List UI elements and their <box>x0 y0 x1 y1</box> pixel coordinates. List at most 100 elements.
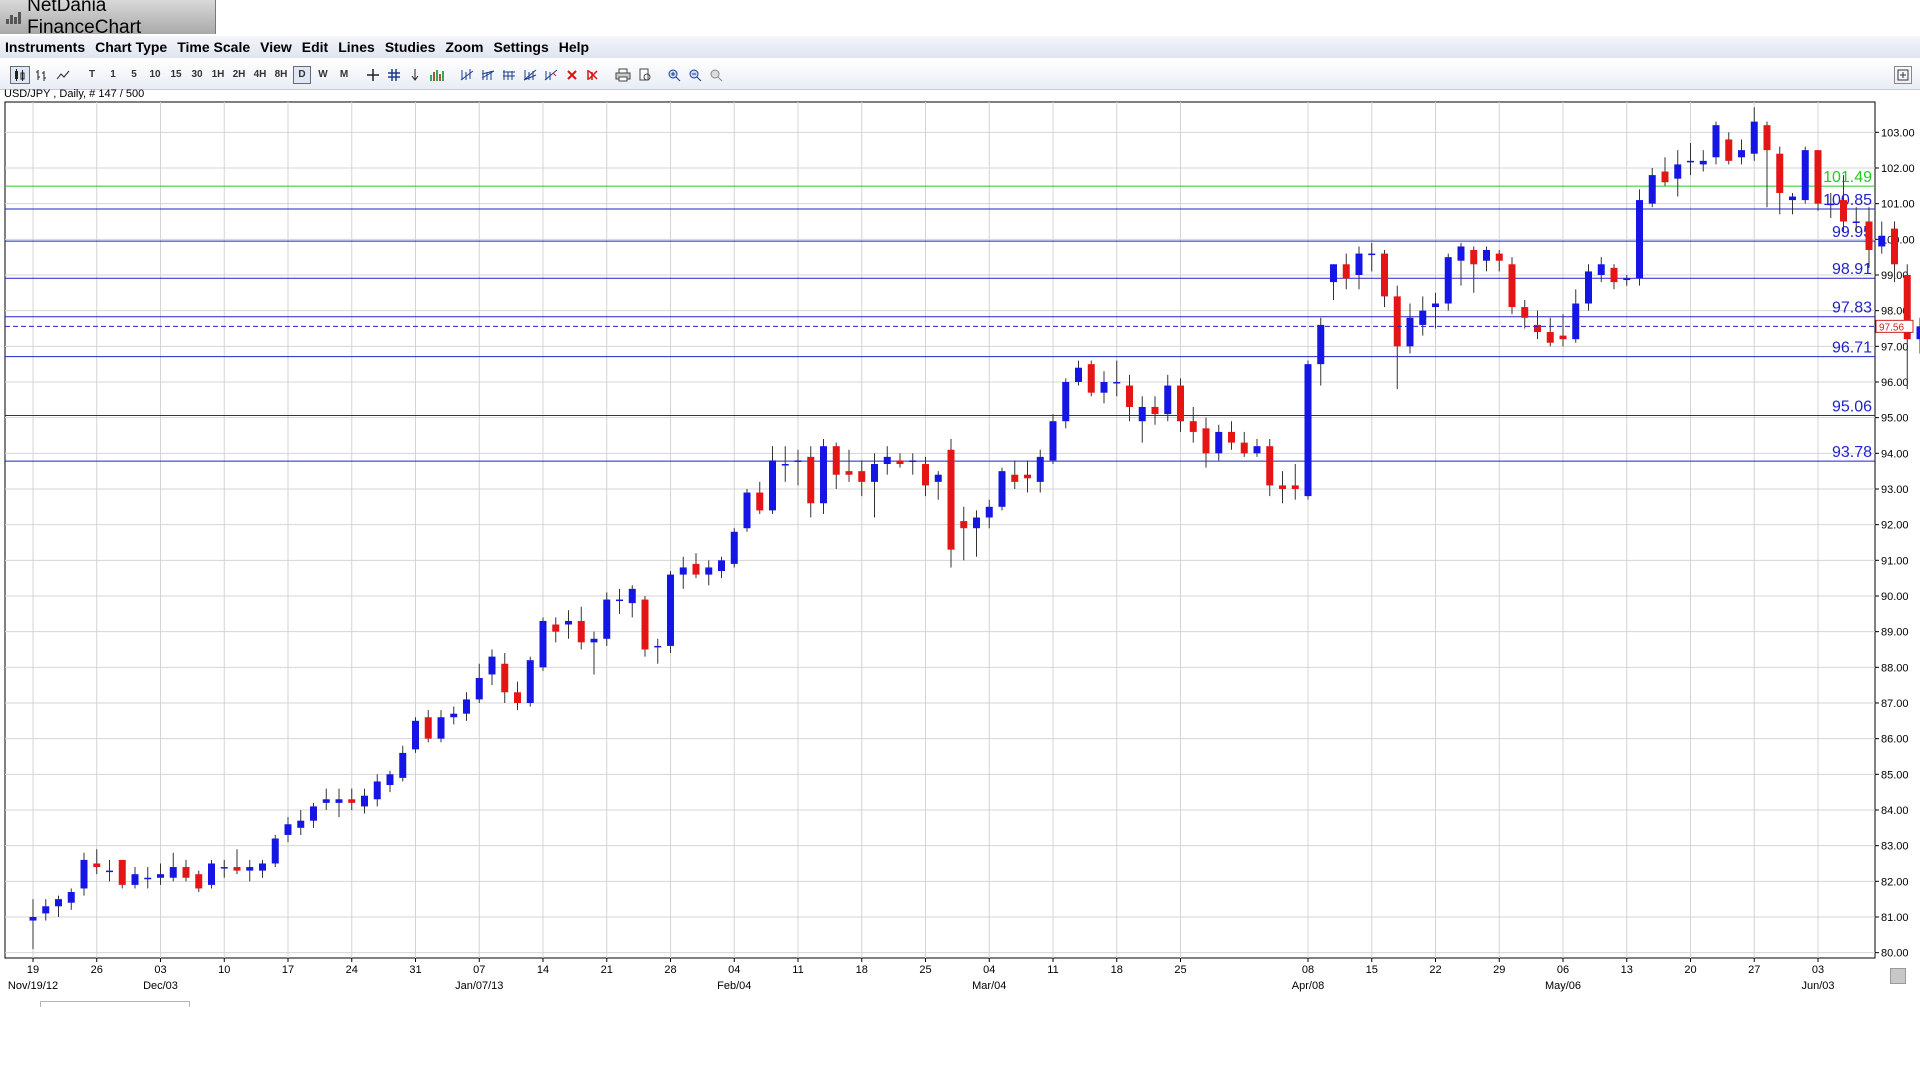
y-tick-label: 81.00 <box>1881 912 1909 924</box>
candle-body <box>1738 150 1745 158</box>
zoom-reset-icon[interactable] <box>707 66 725 84</box>
candle-body <box>1406 317 1414 347</box>
timeframe-4h[interactable]: 4H <box>253 69 267 80</box>
candle-body <box>386 774 394 786</box>
scrollbar-thumb[interactable] <box>40 1001 190 1007</box>
chart-app-icon <box>6 10 21 24</box>
menu-chart-type[interactable]: Chart Type <box>95 39 168 55</box>
print-preview-icon[interactable] <box>636 66 654 84</box>
candle-body <box>501 663 509 693</box>
candle-body <box>590 638 598 643</box>
crosshair-icon[interactable] <box>364 66 382 84</box>
timeframe-1[interactable]: 1 <box>110 69 116 80</box>
panel-toggle-icon[interactable] <box>1894 66 1912 84</box>
candle-body <box>220 867 228 869</box>
candle-body <box>985 506 993 518</box>
bar-chart-icon[interactable] <box>33 66 51 84</box>
timeframe-2h[interactable]: 2H <box>232 69 246 80</box>
x-date-label: Dec/03 <box>143 980 178 992</box>
timeframe-m[interactable]: M <box>339 69 349 80</box>
y-tick-label: 88.00 <box>1881 662 1909 674</box>
draw-tool-icon[interactable] <box>542 66 560 84</box>
menu-studies[interactable]: Studies <box>384 39 436 55</box>
candlestick-chart-icon[interactable] <box>10 65 30 84</box>
fan-line-icon[interactable] <box>521 66 539 84</box>
x-tick-label: 21 <box>601 964 613 976</box>
candle-body <box>424 717 432 739</box>
x-date-label: May/06 <box>1545 980 1581 992</box>
timeframe-30[interactable]: 30 <box>191 69 203 80</box>
candle-body <box>1865 221 1873 251</box>
delete-line-icon[interactable] <box>563 66 581 84</box>
candle-body <box>1291 485 1299 489</box>
current-price-label: 97.56 <box>1879 322 1904 333</box>
title-bar: NetDania FinanceChart <box>0 0 1920 38</box>
candle-body <box>106 870 113 873</box>
timeframe-15[interactable]: 15 <box>170 69 182 80</box>
candle-body <box>335 799 343 803</box>
timeframe-1h[interactable]: 1H <box>211 69 225 80</box>
menu-instruments[interactable]: Instruments <box>5 39 86 55</box>
timeframe-d[interactable]: D <box>293 65 311 84</box>
candle-body <box>820 446 827 504</box>
menu-view[interactable]: View <box>260 39 292 55</box>
candle-body <box>233 867 241 871</box>
print-icon[interactable] <box>613 66 633 84</box>
candle-body <box>437 717 445 739</box>
level-label: 93.78 <box>1832 444 1872 461</box>
candle-body <box>208 863 215 885</box>
menu-zoom[interactable]: Zoom <box>445 39 484 55</box>
candle-body <box>1916 326 1920 340</box>
candle-body <box>628 588 636 604</box>
candle-body <box>794 460 802 462</box>
menu-time-scale[interactable]: Time Scale <box>177 39 251 55</box>
horizontal-scrollbar[interactable] <box>0 1000 1920 1008</box>
zoom-out-icon[interactable] <box>686 66 704 84</box>
candle-body <box>1215 431 1223 454</box>
candle-body <box>1164 385 1172 415</box>
candle-body <box>1636 200 1643 279</box>
price-chart[interactable]: 80.00 81.00 82.00 83.00 84.00 85.00 86.00 87.00… <box>0 98 1920 998</box>
candle-body <box>883 456 891 465</box>
candle-body <box>1126 385 1133 407</box>
app-title-tab[interactable]: NetDania FinanceChart <box>0 0 216 38</box>
timeframe-w[interactable]: W <box>318 69 328 80</box>
zoom-in-icon[interactable] <box>665 66 683 84</box>
level-label: 101.49 <box>1823 169 1872 186</box>
candle-body <box>1432 303 1439 308</box>
x-date-label: Nov/19/12 <box>8 980 58 992</box>
delete-all-lines-icon[interactable] <box>584 66 602 84</box>
timeframe-t[interactable]: T <box>88 69 96 80</box>
timeframe-8h[interactable]: 8H <box>274 69 288 80</box>
candle-body <box>539 620 547 668</box>
x-tick-label: 03 <box>154 964 166 976</box>
menu-help[interactable]: Help <box>558 39 590 55</box>
candle-body <box>1304 364 1312 497</box>
menu-settings[interactable]: Settings <box>493 39 549 55</box>
scroll-right-button[interactable] <box>1890 968 1906 984</box>
grid-icon[interactable] <box>385 66 403 84</box>
candle-body <box>169 867 177 878</box>
candle-body <box>1521 307 1529 318</box>
candle-body <box>667 574 674 646</box>
menu-lines[interactable]: Lines <box>338 39 375 55</box>
volume-bars-icon[interactable] <box>427 66 447 84</box>
candle-body <box>1585 271 1592 304</box>
fibonacci-icon[interactable] <box>500 66 518 84</box>
level-label: 96.71 <box>1832 340 1872 357</box>
trend-line-icon[interactable] <box>458 66 476 84</box>
timeframe-group: T 1 5 10 15 30 1H 2H 4H 8H D W M <box>83 65 356 84</box>
channel-line-icon[interactable] <box>479 66 497 84</box>
candle-body <box>1508 264 1516 308</box>
x-tick-label: 11 <box>1047 964 1058 976</box>
line-chart-icon[interactable] <box>54 66 72 84</box>
candle-body <box>1750 121 1758 154</box>
timeframe-5[interactable]: 5 <box>131 69 137 80</box>
candle-body <box>730 531 738 564</box>
arrow-down-icon[interactable] <box>406 66 424 84</box>
candle-body <box>858 471 866 482</box>
x-tick-label: 13 <box>1621 964 1633 976</box>
candle-body <box>934 474 942 482</box>
timeframe-10[interactable]: 10 <box>149 69 161 80</box>
menu-edit[interactable]: Edit <box>301 39 329 55</box>
